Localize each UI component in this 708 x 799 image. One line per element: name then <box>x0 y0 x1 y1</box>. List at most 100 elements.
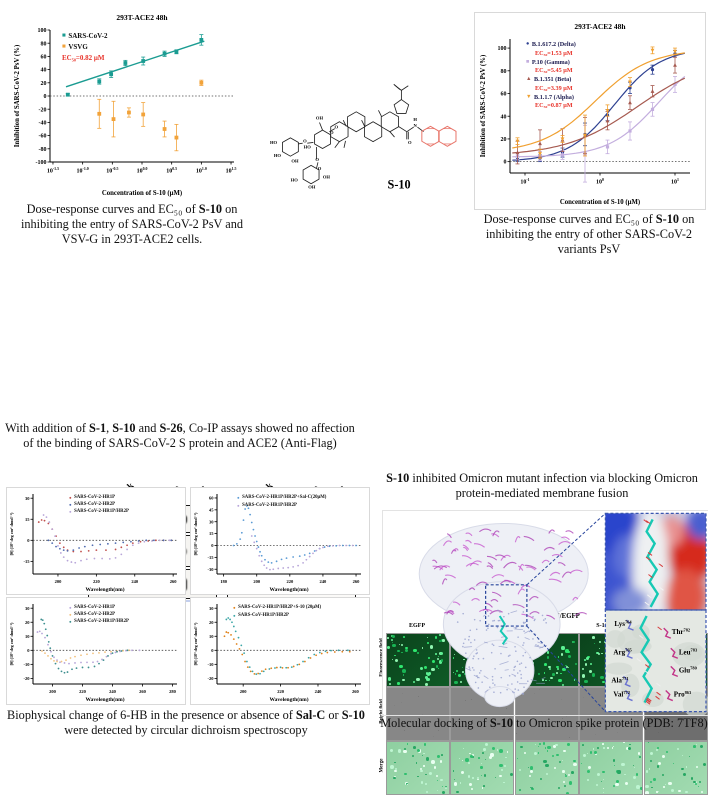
legend-label: SARS-CoV-2-HR1P/HR2P <box>74 509 129 515</box>
speckle <box>482 752 484 754</box>
speckle <box>628 747 631 750</box>
svg-text:80: 80 <box>41 41 47 47</box>
speckle <box>463 748 464 749</box>
svg-text:293T-ACE2 48h: 293T-ACE2 48h <box>116 13 168 22</box>
svg-text:0: 0 <box>44 94 47 100</box>
legend-item: ●B.1.617.2 (Delta) <box>526 41 576 49</box>
svg-text:100.5: 100.5 <box>166 167 177 175</box>
svg-text:220: 220 <box>79 689 87 694</box>
speckle <box>492 747 495 750</box>
speckle <box>650 781 652 783</box>
speckle <box>590 751 593 754</box>
speckle <box>524 752 526 754</box>
svg-text:260: 260 <box>139 689 147 694</box>
speckle <box>499 775 501 777</box>
speckle <box>453 770 455 772</box>
legend-marker-icon: ● <box>69 496 72 500</box>
legend-marker-icon: ● <box>233 614 236 618</box>
speckle <box>587 779 589 781</box>
speckle <box>465 758 469 762</box>
speckle <box>602 771 604 773</box>
speckle <box>656 749 659 752</box>
speckle <box>658 791 659 792</box>
speckle <box>603 788 604 789</box>
speckle <box>555 744 558 747</box>
svg-text:OH: OH <box>291 158 299 163</box>
speckle <box>597 747 599 749</box>
svg-text:Concentration of S-10 (μM): Concentration of S-10 (μM) <box>560 199 640 206</box>
svg-text:-10: -10 <box>24 662 31 667</box>
speckle <box>483 785 485 787</box>
svg-text:100.0: 100.0 <box>137 167 148 175</box>
speckle <box>478 757 480 759</box>
svg-text:200: 200 <box>253 579 260 584</box>
svg-text:O: O <box>330 130 334 135</box>
speckle <box>612 747 613 748</box>
speckle <box>588 766 591 769</box>
legend-label: EC₅₀=3.39 μM <box>535 85 573 93</box>
svg-text:60: 60 <box>501 92 507 98</box>
svg-text:200: 200 <box>49 689 57 694</box>
svg-text:[θ] (10³ deg cm² dmol⁻¹): [θ] (10³ deg cm² dmol⁻¹) <box>193 622 198 665</box>
legend-label: SARS-CoV-2-HR2P <box>74 612 115 618</box>
svg-text:OH: OH <box>308 184 316 189</box>
legend-marker-icon: ● <box>237 496 240 500</box>
legend-item: ●SARS-CoV-2-HR2P <box>69 612 129 618</box>
speckle <box>545 747 547 749</box>
speckle <box>607 747 609 749</box>
speckle <box>693 745 696 748</box>
svg-text:20: 20 <box>41 81 47 87</box>
speckle <box>695 783 697 785</box>
speckle <box>468 775 470 777</box>
speckle <box>530 770 533 773</box>
svg-text:260: 260 <box>353 579 361 584</box>
svg-text:O: O <box>318 166 322 171</box>
svg-text:[θ] (10³ deg cm² dmol⁻¹): [θ] (10³ deg cm² dmol⁻¹) <box>9 512 14 555</box>
speckle <box>665 784 666 785</box>
svg-text:30: 30 <box>209 519 214 524</box>
speckle <box>685 791 688 794</box>
speckle <box>640 787 643 790</box>
speckle <box>407 743 409 745</box>
speckle <box>472 777 473 778</box>
speckle <box>489 756 492 759</box>
speckle <box>485 743 488 746</box>
speckle <box>480 766 482 768</box>
legend-item: ●SARS-CoV-2-HR1P <box>69 495 129 501</box>
legend-item: ▲B.1.351 (Beta) <box>526 76 576 84</box>
legend-label: EC₅₀=5.45 μM <box>535 67 573 75</box>
svg-text:O: O <box>315 157 319 162</box>
speckle <box>623 742 624 743</box>
speckle <box>603 779 604 780</box>
speckle <box>417 776 418 777</box>
speckle <box>507 751 509 753</box>
speckle <box>597 773 600 776</box>
svg-text:-15: -15 <box>24 559 31 564</box>
speckle <box>517 758 518 759</box>
caption-dose-response-1: Dose-response curves and EC₅₀ of S-10 on… <box>8 202 256 247</box>
speckle <box>603 792 605 794</box>
speckle <box>624 774 626 776</box>
svg-text:-20: -20 <box>24 676 31 681</box>
speckle <box>595 734 596 735</box>
legend-item: ▼B.1.1.7 (Alpha) <box>526 94 576 102</box>
speckle <box>394 770 397 773</box>
speckle <box>646 770 649 773</box>
svg-text:N: N <box>414 123 418 128</box>
speckle <box>691 777 693 779</box>
speckle <box>404 773 407 776</box>
legend-label: SARS-CoV-2-HR1P/HR2P <box>74 619 129 625</box>
speckle <box>568 774 570 776</box>
chart-legend: ●SARS-CoV-2-HR1P/HR2P+S-10 (20μM)●SARS-C… <box>233 605 321 619</box>
speckle <box>699 781 701 783</box>
speckle <box>613 785 615 787</box>
speckle <box>406 784 407 785</box>
speckle <box>649 768 650 769</box>
speckle <box>510 773 513 776</box>
svg-text:20: 20 <box>209 620 214 625</box>
speckle <box>556 754 559 757</box>
speckle <box>437 755 440 758</box>
